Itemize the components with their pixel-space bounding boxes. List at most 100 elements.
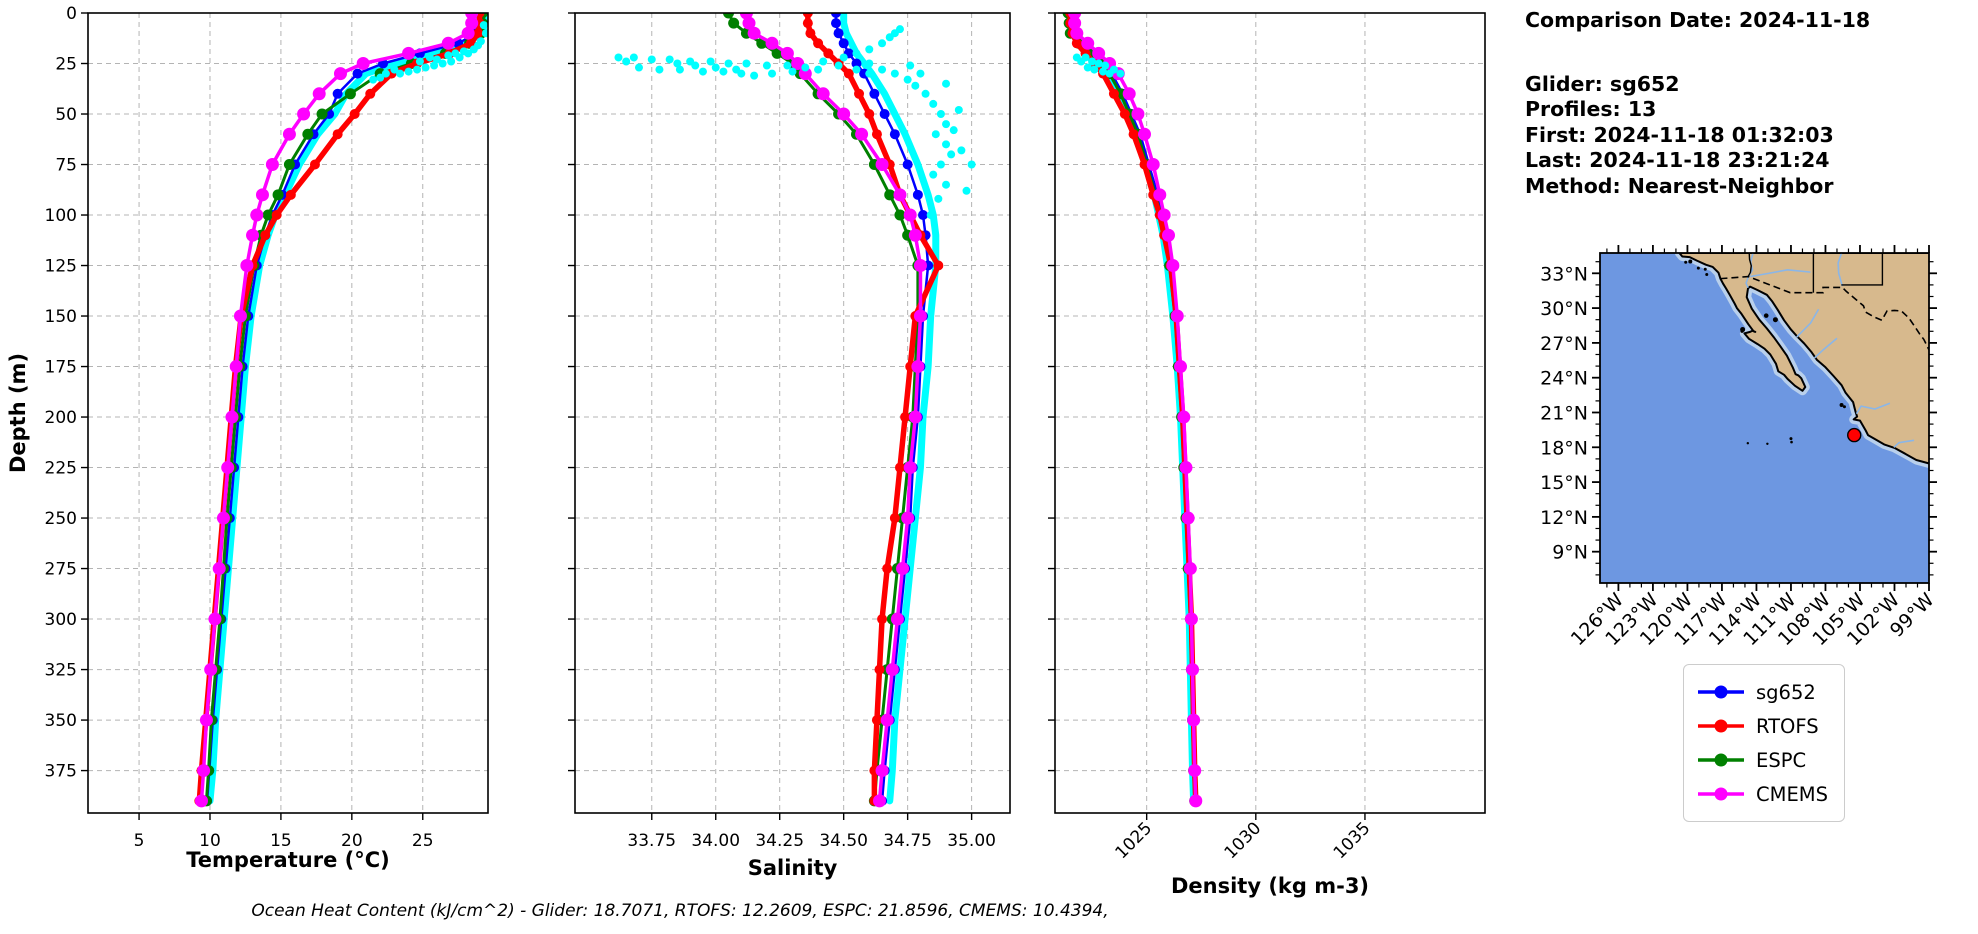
legend-label: RTOFS bbox=[1756, 714, 1819, 738]
island bbox=[1705, 272, 1709, 276]
legend-entry-ESPC: ESPC bbox=[1696, 743, 1828, 777]
series-glider-raw bbox=[206, 13, 488, 805]
svg-text:20: 20 bbox=[341, 831, 363, 851]
svg-text:1030: 1030 bbox=[1221, 818, 1266, 863]
river bbox=[1893, 439, 1915, 448]
svg-text:24°N: 24°N bbox=[1540, 368, 1588, 390]
state-border bbox=[1747, 253, 1752, 277]
legend-label: sg652 bbox=[1756, 680, 1816, 704]
legend-line-icon bbox=[1698, 753, 1744, 767]
legend-line-icon bbox=[1698, 685, 1744, 699]
river bbox=[1796, 308, 1820, 338]
island bbox=[1684, 260, 1688, 264]
river bbox=[1855, 402, 1891, 415]
river bbox=[1837, 253, 1844, 287]
island bbox=[1842, 405, 1846, 409]
glider-raw-scatter bbox=[369, 21, 488, 84]
svg-text:27°N: 27°N bbox=[1540, 333, 1588, 355]
ocean-heat-content-text: Ocean Heat Content (kJ/cm^2) - Glider: 1… bbox=[251, 901, 1109, 921]
legend-entry-sg652: sg652 bbox=[1696, 675, 1828, 709]
plot-frame bbox=[574, 12, 1011, 814]
svg-text:33°N: 33°N bbox=[1540, 263, 1588, 285]
svg-text:34.75: 34.75 bbox=[883, 831, 932, 851]
legend-label: ESPC bbox=[1756, 748, 1807, 772]
island bbox=[1740, 329, 1744, 333]
axis-ticks: 1025 1030 1035 bbox=[1048, 12, 1374, 863]
series-ESPC bbox=[204, 13, 484, 803]
legend: sg652 RTOFS ESPC CMEMS bbox=[1683, 664, 1845, 822]
svg-text:0: 0 bbox=[66, 4, 77, 24]
method-text: Method: Nearest-Neighbor bbox=[1525, 173, 1834, 198]
grid bbox=[1055, 12, 1485, 813]
glider-raw-scatter bbox=[614, 25, 976, 220]
svg-text:300: 300 bbox=[45, 610, 77, 630]
svg-text:12°N: 12°N bbox=[1540, 507, 1588, 529]
state-border bbox=[1841, 253, 1884, 286]
series-group bbox=[614, 13, 976, 808]
svg-text:375: 375 bbox=[45, 762, 77, 782]
svg-text:75: 75 bbox=[55, 156, 77, 176]
island bbox=[1688, 259, 1693, 264]
plot-frame bbox=[87, 12, 489, 814]
depth-axis-title: Depth (m) bbox=[6, 352, 30, 474]
svg-text:10: 10 bbox=[199, 831, 221, 851]
info-panel: Comparison Date: 2024-11-18 Glider: sg65… bbox=[1525, 8, 1870, 199]
legend-entry-RTOFS: RTOFS bbox=[1696, 709, 1828, 743]
svg-text:350: 350 bbox=[45, 711, 77, 731]
glider-name-text: Glider: sg652 bbox=[1525, 71, 1680, 96]
map-ticks: 33°N30°N27°N24°N21°N18°N15°N12°N9°N126°W… bbox=[1540, 245, 1939, 650]
svg-text:275: 275 bbox=[45, 560, 77, 580]
svg-text:15: 15 bbox=[270, 831, 292, 851]
map-frame bbox=[1599, 252, 1930, 584]
svg-text:50: 50 bbox=[55, 105, 77, 125]
land-area bbox=[1678, 253, 1929, 465]
river bbox=[1749, 269, 1811, 278]
svg-text:100: 100 bbox=[45, 206, 77, 226]
plot-frame bbox=[1054, 12, 1486, 814]
svg-text:35.00: 35.00 bbox=[947, 831, 996, 851]
salinity-profile: 33.75 34.00 34.25 34.50 34.75 35.00 bbox=[568, 12, 1011, 851]
island bbox=[1789, 437, 1793, 441]
svg-text:325: 325 bbox=[45, 661, 77, 681]
island bbox=[1763, 313, 1769, 318]
svg-text:1025: 1025 bbox=[1111, 818, 1156, 863]
island bbox=[1696, 266, 1700, 270]
svg-text:18°N: 18°N bbox=[1540, 437, 1588, 459]
island bbox=[1746, 442, 1750, 445]
series-group bbox=[1062, 13, 1203, 808]
svg-text:9°N: 9°N bbox=[1552, 542, 1588, 564]
info-spacer bbox=[1525, 34, 1870, 72]
svg-text:225: 225 bbox=[45, 459, 77, 479]
glider-location-marker bbox=[1847, 427, 1862, 443]
density-axis-title: Density (kg m-3) bbox=[1170, 874, 1370, 898]
glider-raw-scatter bbox=[1072, 53, 1125, 78]
island bbox=[1772, 317, 1778, 323]
country-border bbox=[1720, 275, 1929, 351]
axis-ticks: 33.75 34.00 34.25 34.50 34.75 35.00 bbox=[568, 12, 996, 851]
svg-text:34.00: 34.00 bbox=[691, 831, 740, 851]
comparison-date-text: Comparison Date: 2024-11-18 bbox=[1525, 8, 1871, 32]
svg-text:25: 25 bbox=[412, 831, 434, 851]
svg-text:34.50: 34.50 bbox=[819, 831, 868, 851]
island bbox=[1839, 402, 1844, 407]
island bbox=[1766, 442, 1769, 446]
legend-line-icon bbox=[1698, 719, 1744, 733]
first-time-text: First: 2024-11-18 01:32:03 bbox=[1525, 122, 1834, 147]
series-CMEMS bbox=[199, 13, 474, 803]
location-map: 33°N30°N27°N24°N21°N18°N15°N12°N9°N126°W… bbox=[1540, 245, 1939, 650]
svg-text:200: 200 bbox=[45, 408, 77, 428]
svg-text:250: 250 bbox=[45, 509, 77, 529]
svg-text:30°N: 30°N bbox=[1540, 298, 1588, 320]
salinity-axis-title: Salinity bbox=[747, 856, 838, 880]
series-group bbox=[194, 13, 488, 808]
svg-text:34.25: 34.25 bbox=[755, 831, 804, 851]
svg-text:21°N: 21°N bbox=[1540, 402, 1588, 424]
density-profile: 1025 1030 1035 bbox=[1048, 12, 1486, 863]
svg-text:175: 175 bbox=[45, 358, 77, 378]
svg-text:33.75: 33.75 bbox=[627, 831, 676, 851]
legend-line-icon bbox=[1698, 787, 1744, 801]
svg-text:150: 150 bbox=[45, 307, 77, 327]
axis-ticks: 5 10 15 20 250255075100125150175200225250275… bbox=[45, 4, 434, 851]
